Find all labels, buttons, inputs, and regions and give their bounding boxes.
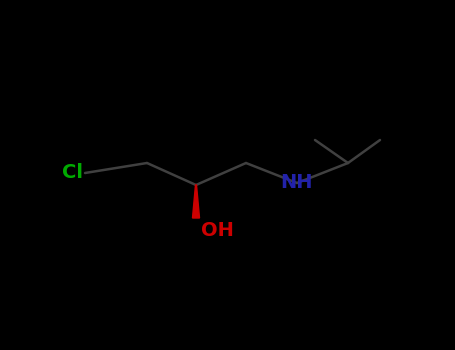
Text: NH: NH <box>281 174 313 192</box>
Text: OH: OH <box>201 221 234 240</box>
Text: Cl: Cl <box>62 163 83 182</box>
Polygon shape <box>192 185 199 218</box>
